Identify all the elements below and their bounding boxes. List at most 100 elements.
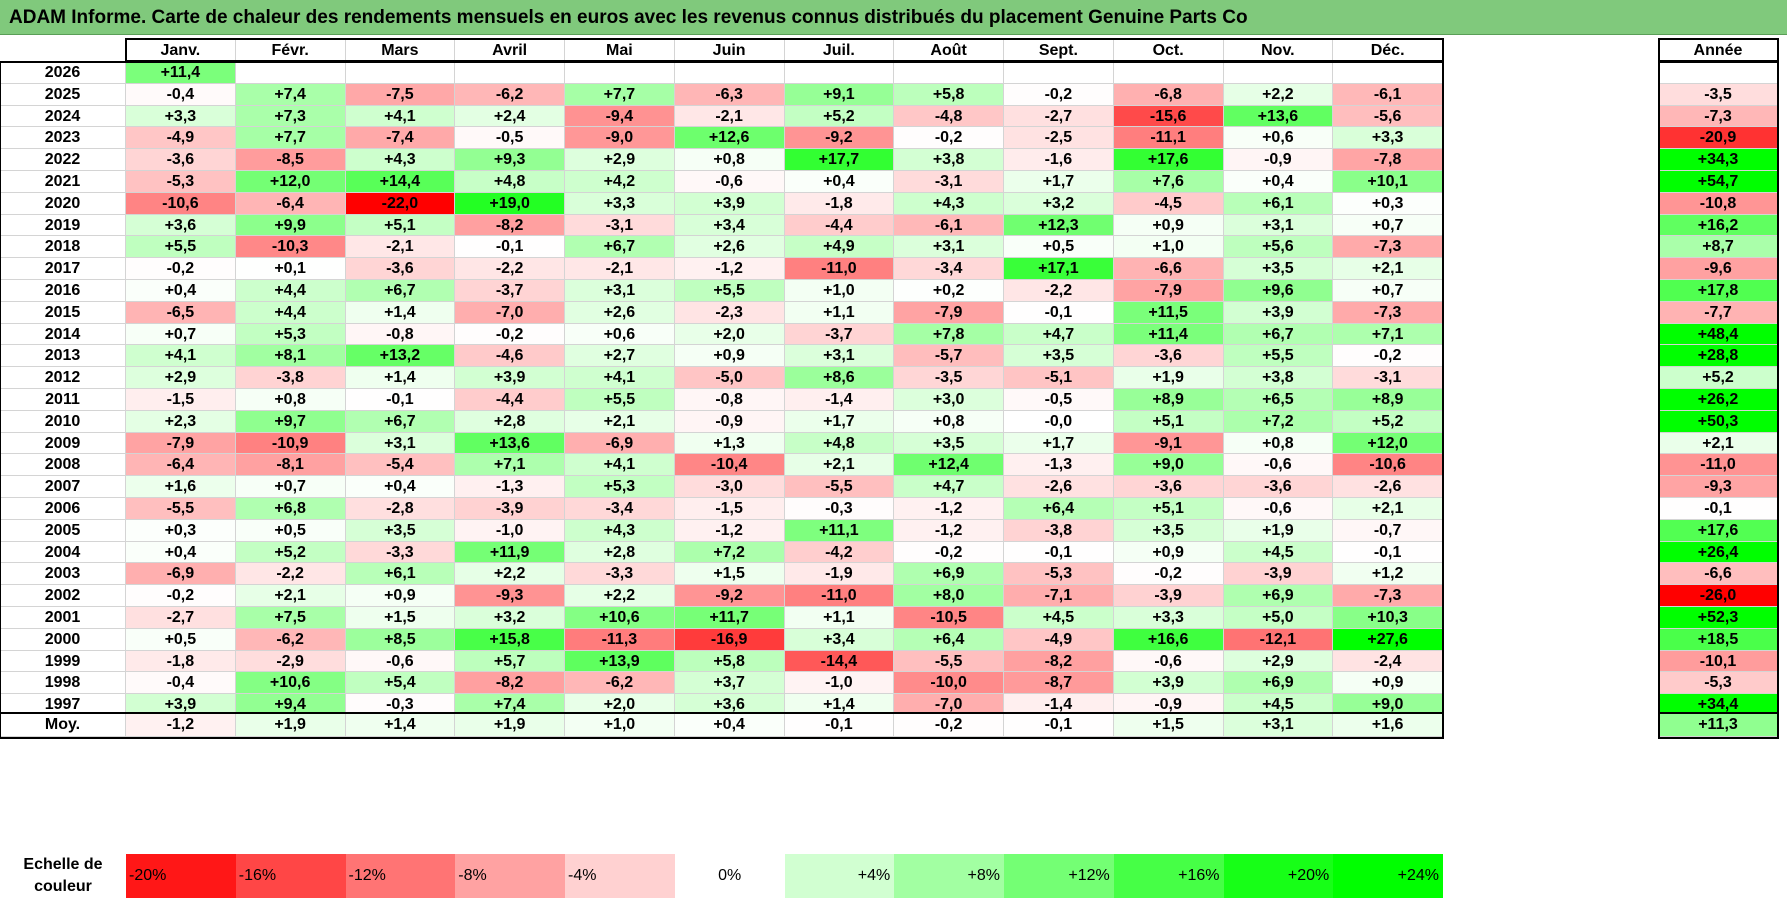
heatmap-cell: -2,3 — [674, 301, 785, 324]
heatmap-cell: +4,3 — [345, 149, 456, 171]
heatmap-cell: -3,9 — [1113, 585, 1224, 607]
heatmap-cell — [235, 62, 346, 84]
heatmap-cell: +1,7 — [1004, 171, 1114, 193]
heatmap-cell: +3,1 — [894, 236, 1004, 259]
heatmap-cell: +0,8 — [235, 389, 346, 411]
heatmap-cell: -10,0 — [894, 672, 1004, 695]
heatmap-cell: +1,1 — [784, 607, 895, 629]
heatmap-cell: -5,0 — [674, 367, 785, 389]
heatmap-cell: +2,1 — [1333, 498, 1443, 520]
heatmap-cell: -0,7 — [1333, 519, 1443, 542]
heatmap-cell: -0,6 — [1223, 498, 1334, 520]
heatmap-cell: -0,8 — [345, 323, 456, 346]
heatmap-cell: +3,2 — [1004, 192, 1114, 215]
heatmap-cell: +0,9 — [674, 345, 785, 368]
heatmap-cell: -5,4 — [345, 454, 456, 477]
heatmap-cell: -0,8 — [674, 389, 785, 411]
heatmap-cell — [565, 62, 675, 84]
month-header: Oct. — [1113, 40, 1224, 62]
heatmap-cell: -0,2 — [126, 585, 236, 607]
heatmap-cell: +2,1 — [565, 410, 675, 433]
heatmap-cell: -3,7 — [784, 323, 895, 346]
color-scale-swatch: -20% — [126, 854, 236, 898]
heatmap-cell: -7,8 — [1333, 149, 1443, 171]
heatmap-cell: -6,2 — [455, 83, 565, 106]
heatmap-cell: +5,5 — [126, 236, 236, 259]
heatmap-cell: -1,8 — [126, 650, 236, 673]
heatmap-cell: +0,5 — [235, 519, 346, 542]
average-cell: -0,2 — [894, 713, 1004, 737]
heatmap-cell: +4,9 — [784, 236, 895, 259]
heatmap-cell: +7,2 — [1223, 410, 1334, 433]
month-header: Déc. — [1333, 40, 1443, 62]
heatmap-cell: +0,5 — [1004, 236, 1114, 259]
heatmap-cell: -0,6 — [674, 171, 785, 193]
heatmap-cell: -3,9 — [1223, 563, 1334, 586]
heatmap-cell: +2,9 — [126, 367, 236, 389]
heatmap-cell: +2,1 — [235, 585, 346, 607]
heatmap-cell: -9,0 — [565, 127, 675, 150]
heatmap-cell: +1,0 — [784, 280, 895, 302]
heatmap-cell: -6,6 — [1113, 258, 1224, 280]
annual-cell: -5,3 — [1659, 672, 1778, 695]
heatmap-cell: -6,4 — [235, 192, 346, 215]
year-header: Année — [1659, 40, 1778, 62]
heatmap-cell: -7,3 — [1333, 236, 1443, 259]
heatmap-cell: -0,2 — [126, 258, 236, 280]
heatmap-cell: -9,1 — [1113, 432, 1224, 455]
heatmap-cell: -8,5 — [235, 149, 346, 171]
heatmap-cell: +0,8 — [1223, 432, 1334, 455]
heatmap-cell: -4,4 — [784, 214, 895, 237]
heatmap-cell: +1,4 — [345, 367, 456, 389]
annual-cell — [1659, 62, 1778, 84]
heatmap-cell: +4,7 — [1004, 323, 1114, 346]
heatmap-cell: +5,0 — [1223, 607, 1334, 629]
year-label: 1999 — [0, 650, 126, 673]
heatmap-cell: -3,5 — [894, 367, 1004, 389]
heatmap-cell: +3,1 — [1223, 214, 1334, 237]
year-label: 2023 — [0, 127, 126, 150]
year-label: 2005 — [0, 519, 126, 542]
year-label: 2016 — [0, 280, 126, 302]
heatmap-cell: -2,5 — [1004, 127, 1114, 150]
heatmap-cell: +7,5 — [235, 607, 346, 629]
year-label: 1998 — [0, 672, 126, 695]
heatmap-cell: +12,3 — [1004, 214, 1114, 237]
color-scale-swatch: -4% — [565, 854, 675, 898]
heatmap-cell: -10,6 — [1333, 454, 1443, 477]
heatmap-cell: -5,6 — [1333, 105, 1443, 128]
heatmap-cell: +3,9 — [1223, 301, 1334, 324]
year-label: 2019 — [0, 214, 126, 237]
heatmap-cell: -4,5 — [1113, 192, 1224, 215]
annual-cell: -11,0 — [1659, 454, 1778, 477]
heatmap-cell: +1,7 — [784, 410, 895, 433]
year-label: 2024 — [0, 105, 126, 128]
heatmap-cell: -0,2 — [1004, 83, 1114, 106]
heatmap-cell: +3,9 — [1113, 672, 1224, 695]
heatmap-cell — [784, 62, 895, 84]
heatmap-cell: +3,1 — [784, 345, 895, 368]
heatmap-cell: -4,6 — [455, 345, 565, 368]
year-label: 1997 — [0, 694, 126, 716]
heatmap-cell: +5,3 — [565, 476, 675, 498]
heatmap-cell: -0,1 — [1004, 301, 1114, 324]
heatmap-cell: +0,5 — [126, 628, 236, 651]
heatmap-cell: +3,1 — [565, 280, 675, 302]
heatmap-cell — [1004, 62, 1114, 84]
heatmap-cell: -0,9 — [674, 410, 785, 433]
heatmap-cell: -1,2 — [894, 519, 1004, 542]
annual-cell: -9,6 — [1659, 258, 1778, 280]
annual-cell: +34,3 — [1659, 149, 1778, 171]
heatmap-cell: +3,5 — [1223, 258, 1334, 280]
year-label: 2018 — [0, 236, 126, 259]
average-cell: +0,4 — [674, 713, 785, 737]
heatmap-cell: -6,3 — [674, 83, 785, 106]
heatmap-cell: +11,4 — [1113, 323, 1224, 346]
heatmap-cell: +3,5 — [894, 432, 1004, 455]
heatmap-cell: +2,9 — [1223, 650, 1334, 673]
heatmap-cell: -1,2 — [894, 498, 1004, 520]
heatmap-cell: -1,4 — [784, 389, 895, 411]
heatmap-cell: -8,2 — [455, 214, 565, 237]
heatmap-cell: -2,9 — [235, 650, 346, 673]
heatmap-cell: +2,4 — [455, 105, 565, 128]
